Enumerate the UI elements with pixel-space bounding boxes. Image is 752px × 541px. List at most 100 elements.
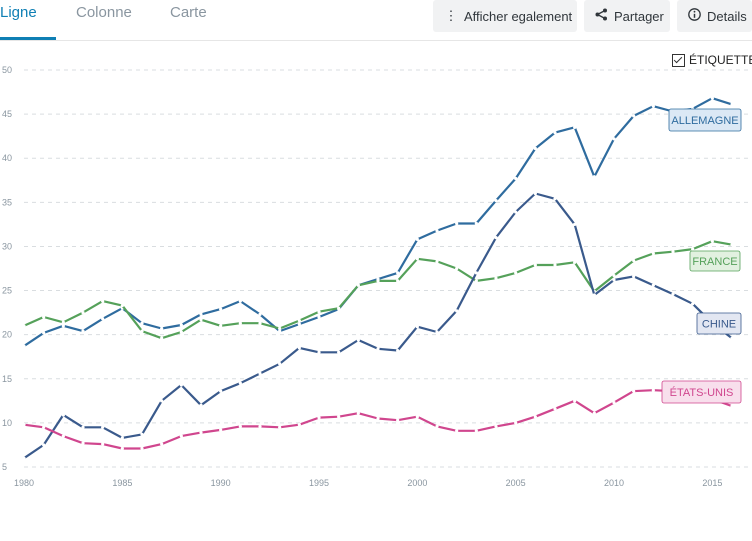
data-point [179, 434, 183, 438]
x-tick-label: 1980 [14, 478, 34, 488]
data-point [278, 362, 282, 366]
data-point [219, 428, 223, 432]
data-point [671, 292, 675, 296]
y-tick-label: 35 [2, 197, 12, 207]
y-tick-label: 25 [2, 286, 12, 296]
x-tick-label: 2005 [506, 478, 526, 488]
data-point [691, 302, 695, 306]
details-button[interactable]: Details [677, 0, 752, 32]
data-point [474, 221, 478, 226]
data-point [435, 424, 439, 429]
data-point [612, 278, 616, 282]
data-point [592, 175, 596, 179]
x-tick-label: 2000 [407, 478, 427, 488]
data-point [573, 222, 577, 226]
more-vertical-icon: ⋮ [444, 8, 458, 23]
data-point [219, 307, 223, 311]
data-point [42, 443, 46, 447]
data-point [455, 429, 459, 433]
data-point [120, 436, 124, 440]
data-point [81, 441, 85, 445]
data-point [455, 309, 459, 313]
checkbox-icon[interactable] [672, 53, 685, 67]
data-point [730, 404, 734, 408]
data-point [81, 311, 85, 315]
data-point [474, 271, 478, 275]
data-point [553, 263, 557, 267]
data-point [396, 279, 400, 283]
x-tick-label: 1995 [309, 478, 329, 488]
data-point [632, 114, 636, 118]
data-point [632, 274, 636, 279]
data-point [494, 424, 498, 429]
series-label-box [661, 380, 742, 404]
y-tick-label: 40 [2, 153, 12, 163]
tab-column[interactable]: Colonne [76, 4, 132, 21]
data-point [474, 279, 478, 283]
data-point [710, 96, 714, 100]
data-point [455, 221, 459, 226]
data-point [238, 299, 242, 303]
data-point [533, 191, 537, 196]
data-point [219, 324, 223, 328]
share-label: Partager [614, 8, 664, 24]
y-tick-label: 50 [2, 65, 12, 75]
data-point [61, 413, 65, 417]
data-point [553, 131, 557, 135]
data-point [632, 389, 636, 393]
data-point [22, 344, 26, 348]
data-point [651, 251, 655, 256]
x-tick-label: 2015 [702, 478, 722, 488]
tab-map[interactable]: Carte [170, 4, 207, 21]
data-point [494, 198, 498, 203]
data-point [140, 329, 144, 333]
data-point [278, 326, 282, 331]
data-point [415, 237, 419, 241]
series-label-box [696, 312, 742, 335]
data-point [651, 104, 655, 108]
data-point [297, 346, 301, 350]
data-point [317, 415, 321, 420]
data-point [415, 257, 419, 261]
data-point [592, 293, 596, 297]
share-button[interactable]: Partager [584, 0, 670, 32]
data-point [415, 415, 419, 419]
data-point [81, 425, 85, 429]
data-point [396, 348, 400, 353]
data-point [258, 321, 262, 325]
show-also-button[interactable]: ⋮ Afficher egalement [433, 0, 577, 32]
data-point [651, 283, 655, 287]
show-also-label: Afficher egalement [464, 8, 573, 24]
data-point [730, 102, 734, 107]
data-point [396, 271, 400, 275]
labels-toggle[interactable]: ÉTIQUETTE [672, 53, 752, 67]
data-point [140, 432, 144, 436]
series-label-box [689, 250, 741, 272]
data-point [730, 336, 734, 340]
y-tick-label: 15 [2, 374, 12, 384]
data-point [140, 446, 144, 451]
data-point [514, 176, 518, 181]
data-point [297, 322, 301, 326]
tab-line[interactable]: Ligne [0, 4, 37, 21]
data-point [22, 456, 26, 460]
data-point [297, 318, 301, 323]
data-point [179, 323, 183, 327]
data-point [278, 329, 282, 333]
data-point [22, 423, 26, 427]
data-point [573, 399, 577, 403]
data-point [533, 415, 537, 419]
x-tick-label: 1985 [112, 478, 132, 488]
data-point [553, 197, 557, 201]
series-label: CHINE [702, 319, 736, 331]
data-point [199, 312, 203, 316]
data-point [238, 321, 242, 325]
data-point [42, 315, 46, 319]
data-point [337, 415, 341, 419]
data-point [396, 418, 400, 422]
data-point [199, 430, 203, 435]
data-point [337, 306, 341, 310]
series-label: ÉTATS-UNIS [670, 386, 734, 399]
data-point [140, 321, 144, 325]
data-point [592, 411, 596, 415]
